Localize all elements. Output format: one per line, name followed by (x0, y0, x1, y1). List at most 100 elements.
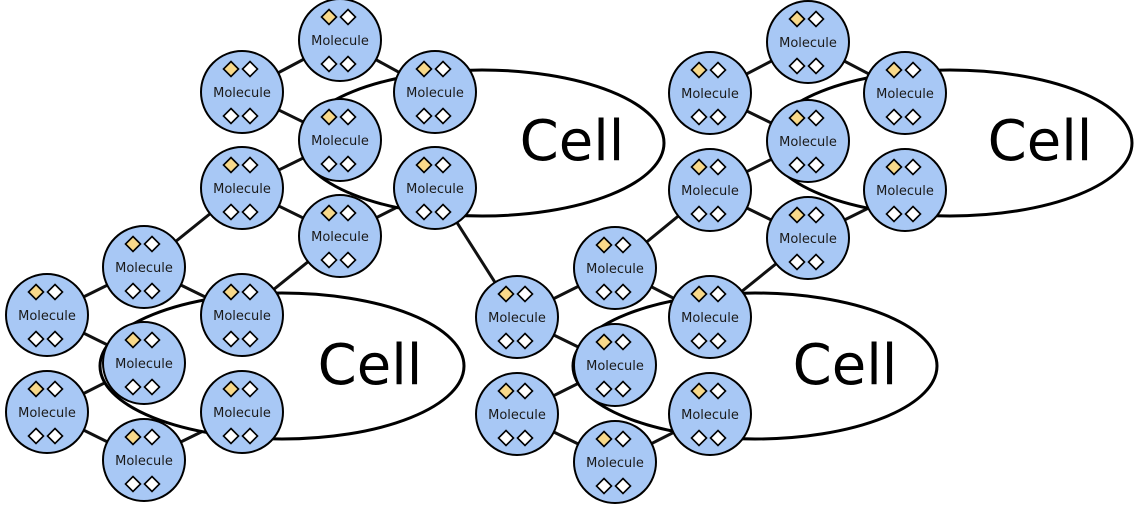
diamond-icon (807, 253, 825, 271)
molecule-circle (5, 370, 89, 454)
molecule: Molecule (5, 370, 89, 454)
diamond-icon (124, 235, 142, 253)
molecule-circle (766, 196, 850, 280)
diamond-icon (885, 158, 903, 176)
molecule: Molecule (298, 0, 382, 82)
molecule-circle (102, 225, 186, 309)
molecule: Molecule (766, 196, 850, 280)
diamond-icon (124, 378, 142, 396)
diamond-icon (904, 158, 922, 176)
molecule-label: Molecule (115, 357, 173, 372)
diamond-icon (788, 206, 806, 224)
molecule-label: Molecule (18, 406, 76, 421)
molecule: Molecule (668, 372, 752, 456)
diamond-icon (709, 382, 727, 400)
diamond-icon (320, 108, 338, 126)
diamond-icon (595, 333, 613, 351)
diamond-icon (434, 107, 452, 125)
diamond-icon (497, 332, 515, 350)
diamond-icon (709, 429, 727, 447)
diamond-icon (497, 429, 515, 447)
diamond-icon (320, 204, 338, 222)
molecule: Molecule (668, 148, 752, 232)
diamond-icon (788, 253, 806, 271)
molecule: Molecule (200, 146, 284, 230)
cell-outline (98, 291, 466, 441)
molecule-label: Molecule (681, 311, 739, 326)
molecule: Molecule (573, 323, 657, 407)
molecule-circle (200, 50, 284, 134)
diamond-icon (320, 155, 338, 173)
molecule-label: Molecule (586, 262, 644, 277)
diamond-icon (434, 203, 452, 221)
diamond-icon (222, 380, 240, 398)
molecule-label: Molecule (115, 261, 173, 276)
diamond-icon (516, 429, 534, 447)
diamond-icon (27, 380, 45, 398)
diamond-icon (788, 57, 806, 75)
cell: Cell (98, 291, 466, 441)
molecule-label: Molecule (213, 182, 271, 197)
diamond-icon (709, 108, 727, 126)
diamond-icon (339, 108, 357, 126)
diamond-icon (143, 235, 161, 253)
molecule-circle (200, 146, 284, 230)
molecule-label: Molecule (213, 86, 271, 101)
molecule-label: Molecule (488, 408, 546, 423)
cell-label: Cell (520, 109, 625, 174)
diamond-icon (241, 60, 259, 78)
cell-outline (571, 291, 939, 441)
molecule-circle (766, 99, 850, 183)
molecule-circle (298, 0, 382, 82)
diamond-icon (690, 108, 708, 126)
molecule-circle (298, 194, 382, 278)
diamond-icon (241, 330, 259, 348)
molecule-label: Molecule (488, 311, 546, 326)
molecule-label: Molecule (779, 232, 837, 247)
diamond-icon (709, 205, 727, 223)
diamond-icon (709, 158, 727, 176)
diamond-icon (339, 155, 357, 173)
diamond-icon (222, 203, 240, 221)
diamond-icon (339, 251, 357, 269)
molecule: Molecule (573, 226, 657, 310)
diamond-icon (595, 283, 613, 301)
diamond-icon (788, 156, 806, 174)
diamond-icon (222, 107, 240, 125)
diamond-icon (222, 330, 240, 348)
diamond-icon (124, 331, 142, 349)
diamond-icon (788, 10, 806, 28)
diamond-icon (614, 477, 632, 495)
molecule-circle (573, 226, 657, 310)
molecule-label: Molecule (18, 309, 76, 324)
diamond-icon (124, 428, 142, 446)
diamond-icon (807, 206, 825, 224)
diamond-icon (222, 156, 240, 174)
molecule-label: Molecule (311, 230, 369, 245)
diamond-icon (807, 109, 825, 127)
diamond-icon (339, 55, 357, 73)
molecule-circle (393, 50, 477, 134)
diamond-icon (497, 382, 515, 400)
diamond-icon (124, 475, 142, 493)
molecule-circle (102, 418, 186, 502)
molecule: Molecule (298, 98, 382, 182)
molecule: Molecule (475, 372, 559, 456)
diamond-icon (614, 380, 632, 398)
diamond-icon (339, 204, 357, 222)
diamond-icon (807, 156, 825, 174)
diamond-icon (690, 382, 708, 400)
diamond-icon (497, 285, 515, 303)
molecule-circle (102, 321, 186, 405)
molecule: Molecule (200, 273, 284, 357)
molecule-label: Molecule (586, 456, 644, 471)
diamond-icon (27, 283, 45, 301)
molecule-circle (573, 420, 657, 504)
diamond-icon (415, 156, 433, 174)
diamond-icon (614, 430, 632, 448)
diamond-icon (143, 282, 161, 300)
diamond-icon (614, 333, 632, 351)
diamond-icon (222, 283, 240, 301)
diamond-icon (690, 158, 708, 176)
molecule-label: Molecule (779, 135, 837, 150)
